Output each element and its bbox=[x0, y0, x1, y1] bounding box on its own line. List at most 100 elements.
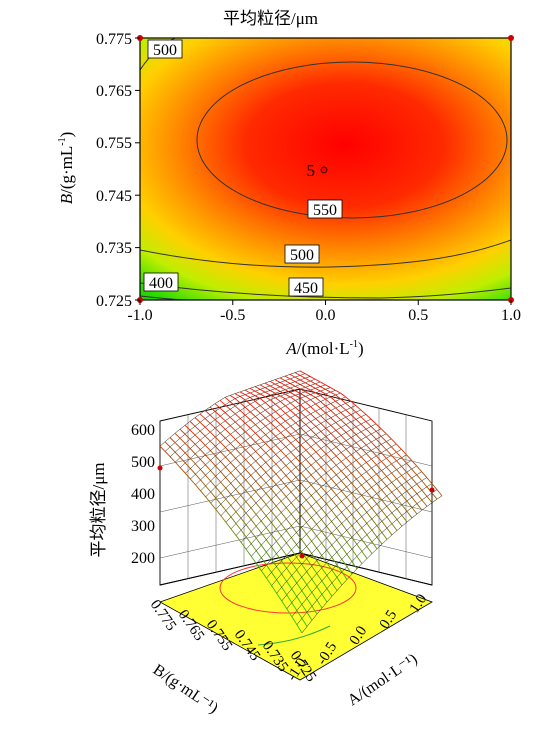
mesh-line bbox=[355, 426, 362, 433]
mesh-line bbox=[376, 536, 383, 545]
mesh-line bbox=[351, 561, 358, 570]
mesh-line bbox=[285, 507, 292, 515]
mesh-line bbox=[336, 559, 343, 565]
mesh-line bbox=[194, 443, 201, 450]
mesh-line bbox=[346, 561, 353, 567]
mesh-line bbox=[330, 459, 337, 466]
mesh-line bbox=[376, 473, 382, 481]
mesh-line bbox=[235, 435, 241, 440]
mesh-line bbox=[341, 518, 347, 524]
mesh-line bbox=[300, 424, 306, 428]
mesh-line bbox=[174, 432, 181, 439]
mesh-line bbox=[239, 391, 246, 396]
mesh-line bbox=[281, 594, 287, 602]
mesh-line bbox=[401, 463, 407, 467]
mesh-line bbox=[260, 504, 267, 510]
mesh-line bbox=[164, 446, 171, 452]
mesh-line bbox=[380, 436, 387, 442]
mesh-line bbox=[174, 461, 181, 468]
mesh-line bbox=[220, 515, 227, 523]
mesh-line bbox=[325, 441, 332, 446]
mesh-line bbox=[315, 490, 322, 498]
mesh-line bbox=[239, 396, 246, 401]
mesh-line bbox=[184, 452, 191, 459]
mesh-line bbox=[255, 487, 262, 493]
mesh-line bbox=[239, 402, 246, 408]
mesh-line bbox=[340, 419, 347, 425]
mesh-line bbox=[235, 453, 241, 459]
mesh-line bbox=[320, 436, 327, 441]
mesh-line bbox=[296, 596, 303, 605]
mesh-line bbox=[381, 479, 387, 487]
mesh-line bbox=[285, 451, 292, 457]
mesh-line bbox=[230, 452, 236, 459]
mesh-line bbox=[376, 489, 382, 494]
mesh-line bbox=[290, 481, 297, 488]
mesh-line bbox=[260, 462, 266, 467]
mesh-line bbox=[336, 452, 342, 457]
mesh-line bbox=[355, 459, 362, 467]
mesh-line bbox=[436, 495, 443, 500]
mesh-line bbox=[360, 423, 367, 430]
mesh-line bbox=[265, 434, 271, 441]
mesh-line bbox=[291, 610, 298, 617]
mesh-line bbox=[325, 420, 332, 426]
mesh-line bbox=[215, 432, 221, 438]
mesh-line bbox=[235, 484, 241, 490]
mesh-line bbox=[199, 430, 206, 437]
mesh-line bbox=[184, 443, 191, 449]
mesh-line bbox=[406, 497, 413, 502]
mesh-line bbox=[220, 481, 227, 489]
mesh-line bbox=[301, 571, 307, 578]
mesh-line bbox=[301, 539, 307, 547]
mesh-line bbox=[321, 575, 328, 582]
mesh-line bbox=[321, 601, 328, 609]
mesh-line bbox=[286, 594, 293, 603]
mesh-line bbox=[210, 446, 216, 451]
mesh-line bbox=[249, 387, 256, 392]
mesh-line bbox=[300, 493, 307, 501]
mesh-line bbox=[190, 463, 196, 469]
mesh-line bbox=[290, 414, 296, 419]
mesh-line bbox=[270, 494, 277, 500]
mesh-line bbox=[224, 395, 231, 398]
mesh-line bbox=[366, 441, 372, 446]
mesh-line bbox=[285, 465, 292, 472]
mesh-line bbox=[325, 450, 332, 455]
mesh-line bbox=[406, 471, 413, 479]
mesh-line bbox=[300, 459, 307, 464]
x-axis: -1.0 -0.5 0.0 0.5 1.0 A/(mol·L-1) bbox=[127, 300, 521, 358]
mesh-line bbox=[331, 528, 337, 534]
mesh-line bbox=[335, 455, 342, 462]
mesh-line bbox=[261, 539, 267, 546]
mesh-line bbox=[406, 477, 412, 482]
mesh-line bbox=[306, 522, 312, 530]
mesh-line bbox=[220, 471, 226, 478]
mesh-line bbox=[411, 497, 418, 504]
mesh-line bbox=[264, 382, 271, 387]
mesh-line bbox=[275, 424, 281, 428]
mesh-line bbox=[265, 452, 272, 459]
mesh-line bbox=[294, 372, 301, 376]
mesh-line bbox=[305, 376, 311, 379]
mesh-line bbox=[386, 502, 392, 507]
mesh-line bbox=[330, 417, 337, 423]
mesh-line bbox=[210, 455, 216, 461]
mesh-line bbox=[299, 373, 306, 376]
mesh-line bbox=[341, 457, 347, 462]
mesh-line bbox=[311, 512, 317, 518]
center-point-label: 5 bbox=[307, 161, 316, 180]
mesh-line bbox=[250, 556, 257, 564]
mesh-line bbox=[381, 499, 388, 507]
mesh-line bbox=[311, 613, 318, 621]
mesh-line bbox=[220, 447, 226, 452]
mesh-line bbox=[416, 474, 423, 482]
mesh-line bbox=[365, 453, 372, 460]
mesh-line bbox=[426, 492, 433, 497]
mesh-line bbox=[331, 577, 338, 584]
mesh-line bbox=[240, 453, 246, 460]
mesh-line bbox=[296, 624, 303, 634]
mesh-line bbox=[321, 549, 327, 556]
mesh-line bbox=[265, 493, 272, 500]
mesh-line bbox=[270, 458, 277, 465]
